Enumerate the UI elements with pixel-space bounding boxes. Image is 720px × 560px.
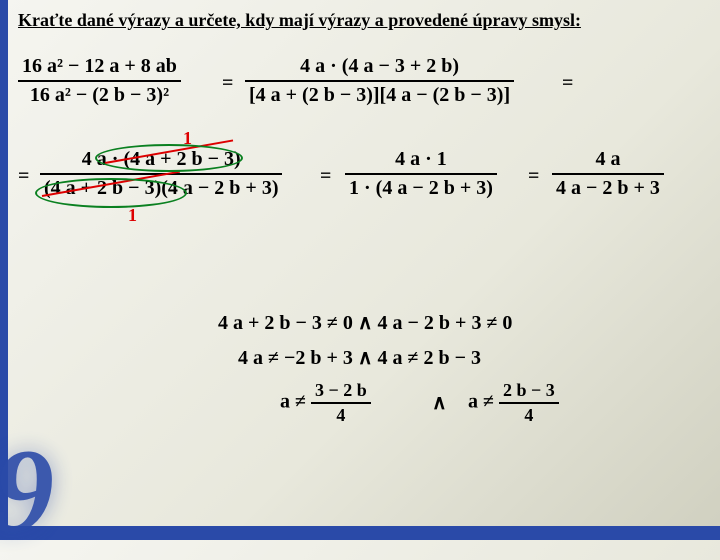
ellipse-bottom	[35, 178, 187, 208]
cond3-frac-left-num: 3 − 2 b	[311, 380, 371, 404]
row2-mid-fraction: 4 a · 1 1 · (4 a − 2 b + 3)	[345, 148, 497, 200]
condition-line3-left: a ≠ 3 − 2 b 4	[280, 380, 371, 426]
row1-right-fraction: 4 a · (4 a − 3 + 2 b) [4 a + (2 b − 3)][…	[245, 55, 514, 107]
cond3-frac-left: 3 − 2 b 4	[311, 380, 371, 426]
condition-line3-right: a ≠ 2 b − 3 4	[468, 380, 559, 426]
row1-right-den: [4 a + (2 b − 3)][4 a − (2 b − 3)]	[245, 82, 514, 107]
bottom-accent-bar	[0, 526, 720, 540]
row1-eq1: =	[222, 72, 233, 95]
row1-left-den: 16 a² − (2 b − 3)²	[18, 82, 181, 107]
cancel-one-bottom: 1	[128, 205, 137, 226]
row2-mid-den: 1 · (4 a − 2 b + 3)	[345, 175, 497, 200]
condition-line2: 4 a ≠ −2 b + 3 ∧ 4 a ≠ 2 b − 3	[238, 345, 481, 370]
row2-eq2: =	[528, 165, 539, 188]
row1-right-num: 4 a · (4 a − 3 + 2 b)	[245, 55, 514, 82]
row2-right-fraction: 4 a 4 a − 2 b + 3	[552, 148, 664, 200]
row2-right-den: 4 a − 2 b + 3	[552, 175, 664, 200]
row2-eq0: =	[18, 165, 29, 188]
condition-line1: 4 a + 2 b − 3 ≠ 0 ∧ 4 a − 2 b + 3 ≠ 0	[218, 310, 512, 335]
slide-number-decor: 9	[0, 422, 54, 560]
cond3-frac-right: 2 b − 3 4	[499, 380, 559, 426]
cond3-frac-left-den: 4	[311, 404, 371, 426]
cond3-a-ne-left: a ≠	[280, 391, 306, 413]
row1-eq2: =	[562, 72, 573, 95]
cond3-a-ne-right: a ≠	[468, 391, 494, 413]
ellipse-top	[95, 144, 243, 172]
row2-mid-num: 4 a · 1	[345, 148, 497, 175]
row2-right-num: 4 a	[552, 148, 664, 175]
condition-and: ∧	[432, 390, 447, 415]
page-title: Kraťte dané výrazy a určete, kdy mají vý…	[18, 10, 710, 31]
cond3-frac-right-den: 4	[499, 404, 559, 426]
cond3-frac-right-num: 2 b − 3	[499, 380, 559, 404]
row1-left-fraction: 16 a² − 12 a + 8 ab 16 a² − (2 b − 3)²	[18, 55, 181, 107]
row2-eq1: =	[320, 165, 331, 188]
row1-left-num: 16 a² − 12 a + 8 ab	[18, 55, 181, 82]
